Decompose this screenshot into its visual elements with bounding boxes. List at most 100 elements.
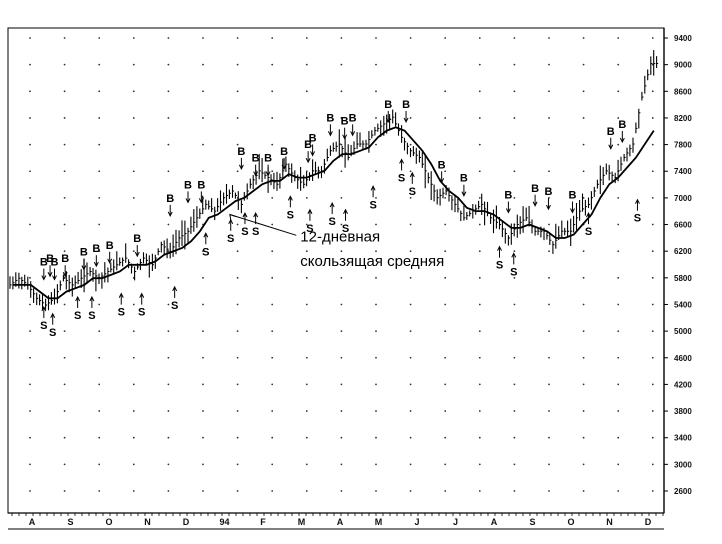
grid-dot <box>548 117 550 119</box>
buy-signal-arrowhead <box>310 151 316 157</box>
buy-signal-label: B <box>531 183 539 195</box>
buy-signal-arrowhead <box>619 137 625 144</box>
grid-dot <box>63 223 66 226</box>
sell-signal-arrowhead <box>242 212 248 218</box>
grid-dot <box>132 196 135 199</box>
grid-dot <box>651 436 654 439</box>
grid-dot <box>340 463 343 466</box>
grid-dot <box>651 117 654 119</box>
grid-dot <box>409 356 412 359</box>
y-tick-label: 8200 <box>674 114 692 123</box>
sell-signal-arrowhead <box>139 292 145 298</box>
grid-dot <box>271 117 274 119</box>
grid-dot <box>305 63 308 66</box>
sell-signal-label: S <box>510 266 517 278</box>
grid-dot <box>29 463 31 466</box>
grid-dot <box>271 490 274 492</box>
buy-signal-arrowhead <box>52 275 57 281</box>
grid-dot <box>513 143 516 146</box>
buy-signal-label: B <box>237 146 245 158</box>
grid-dot <box>98 117 101 119</box>
x-tick-label: A <box>337 517 344 527</box>
grid-dot <box>582 383 585 386</box>
grid-dot <box>132 63 135 66</box>
grid-dot <box>651 410 654 412</box>
grid-dot <box>582 90 585 93</box>
grid-dot <box>271 463 274 466</box>
grid-dot <box>305 276 308 279</box>
sell-signal-arrowhead <box>343 208 348 214</box>
grid-dot <box>63 250 66 253</box>
buy-signal-arrowhead <box>403 117 409 124</box>
sell-signal-arrowhead <box>409 171 415 178</box>
grid-dot <box>98 223 101 226</box>
grid-dot <box>617 410 620 412</box>
grid-dot <box>582 63 585 66</box>
grid-dot <box>236 63 239 66</box>
grid-dot <box>409 196 412 199</box>
grid-dot <box>513 196 516 199</box>
buy-signal-label: B <box>309 132 317 144</box>
buy-signal-arrowhead <box>532 201 538 207</box>
grid-dot <box>617 330 620 333</box>
grid-dot <box>582 276 585 279</box>
grid-dot <box>478 170 481 173</box>
buy-signal-arrowhead <box>134 251 140 258</box>
grid-dot <box>29 303 31 306</box>
grid-dot <box>236 223 239 226</box>
grid-dot <box>271 170 274 173</box>
grid-dot <box>478 383 481 386</box>
grid-dot <box>582 436 585 439</box>
sell-signal-label: S <box>287 209 294 221</box>
buy-signal-label: B <box>460 173 468 185</box>
grid-dot <box>29 196 31 199</box>
sell-signal-arrowhead <box>253 212 259 218</box>
grid-dot <box>340 250 343 253</box>
grid-dot <box>617 436 620 439</box>
grid-dot <box>29 410 31 412</box>
grid-dot <box>29 330 31 333</box>
grid-dot <box>167 170 170 173</box>
grid-dot <box>444 383 447 386</box>
grid-dot <box>340 196 343 199</box>
x-axis: A S O N D 94 F M A M J J A S O N D <box>8 512 664 530</box>
grid-dot <box>63 303 66 306</box>
grid-dot <box>409 143 412 146</box>
sell-signal-arrowhead <box>287 195 293 201</box>
grid-dot <box>271 276 274 279</box>
buy-signal-arrowhead <box>546 204 551 211</box>
grid-dot <box>651 356 654 359</box>
grid-dot <box>617 250 620 253</box>
y-tick-label: 7400 <box>674 167 692 176</box>
sell-signal-label: S <box>241 226 248 238</box>
grid-dot <box>202 383 204 386</box>
grid-dot <box>478 117 481 119</box>
y-tick-label: 8600 <box>674 87 692 96</box>
grid-dot <box>617 37 620 39</box>
grid-dot <box>305 463 308 466</box>
grid-dot <box>513 490 516 492</box>
grid-dot <box>63 436 66 439</box>
grid-dot <box>271 330 274 333</box>
grid-dot <box>582 170 585 173</box>
grid-dot <box>409 436 412 439</box>
grid-dot <box>98 143 101 146</box>
grid-dot <box>651 143 654 146</box>
y-tick-label: 9000 <box>674 61 692 70</box>
grid-dot <box>340 37 343 39</box>
grid-dot <box>271 143 274 146</box>
buy-signal-arrowhead <box>198 198 204 204</box>
x-tick-label: S <box>67 517 73 527</box>
x-tick-label: O <box>567 517 574 527</box>
grid-dot <box>29 250 31 253</box>
grid-dot <box>375 196 377 199</box>
sell-signal-label: S <box>496 260 503 272</box>
grid-dot <box>305 490 308 492</box>
buy-signal-label: B <box>349 112 357 124</box>
buy-signal-arrowhead <box>107 258 113 264</box>
grid-dot <box>98 63 101 66</box>
buy-signal-arrowhead <box>167 211 173 217</box>
grid-dot <box>305 330 308 333</box>
grid-dot <box>444 250 447 253</box>
grid-dot <box>167 143 170 146</box>
